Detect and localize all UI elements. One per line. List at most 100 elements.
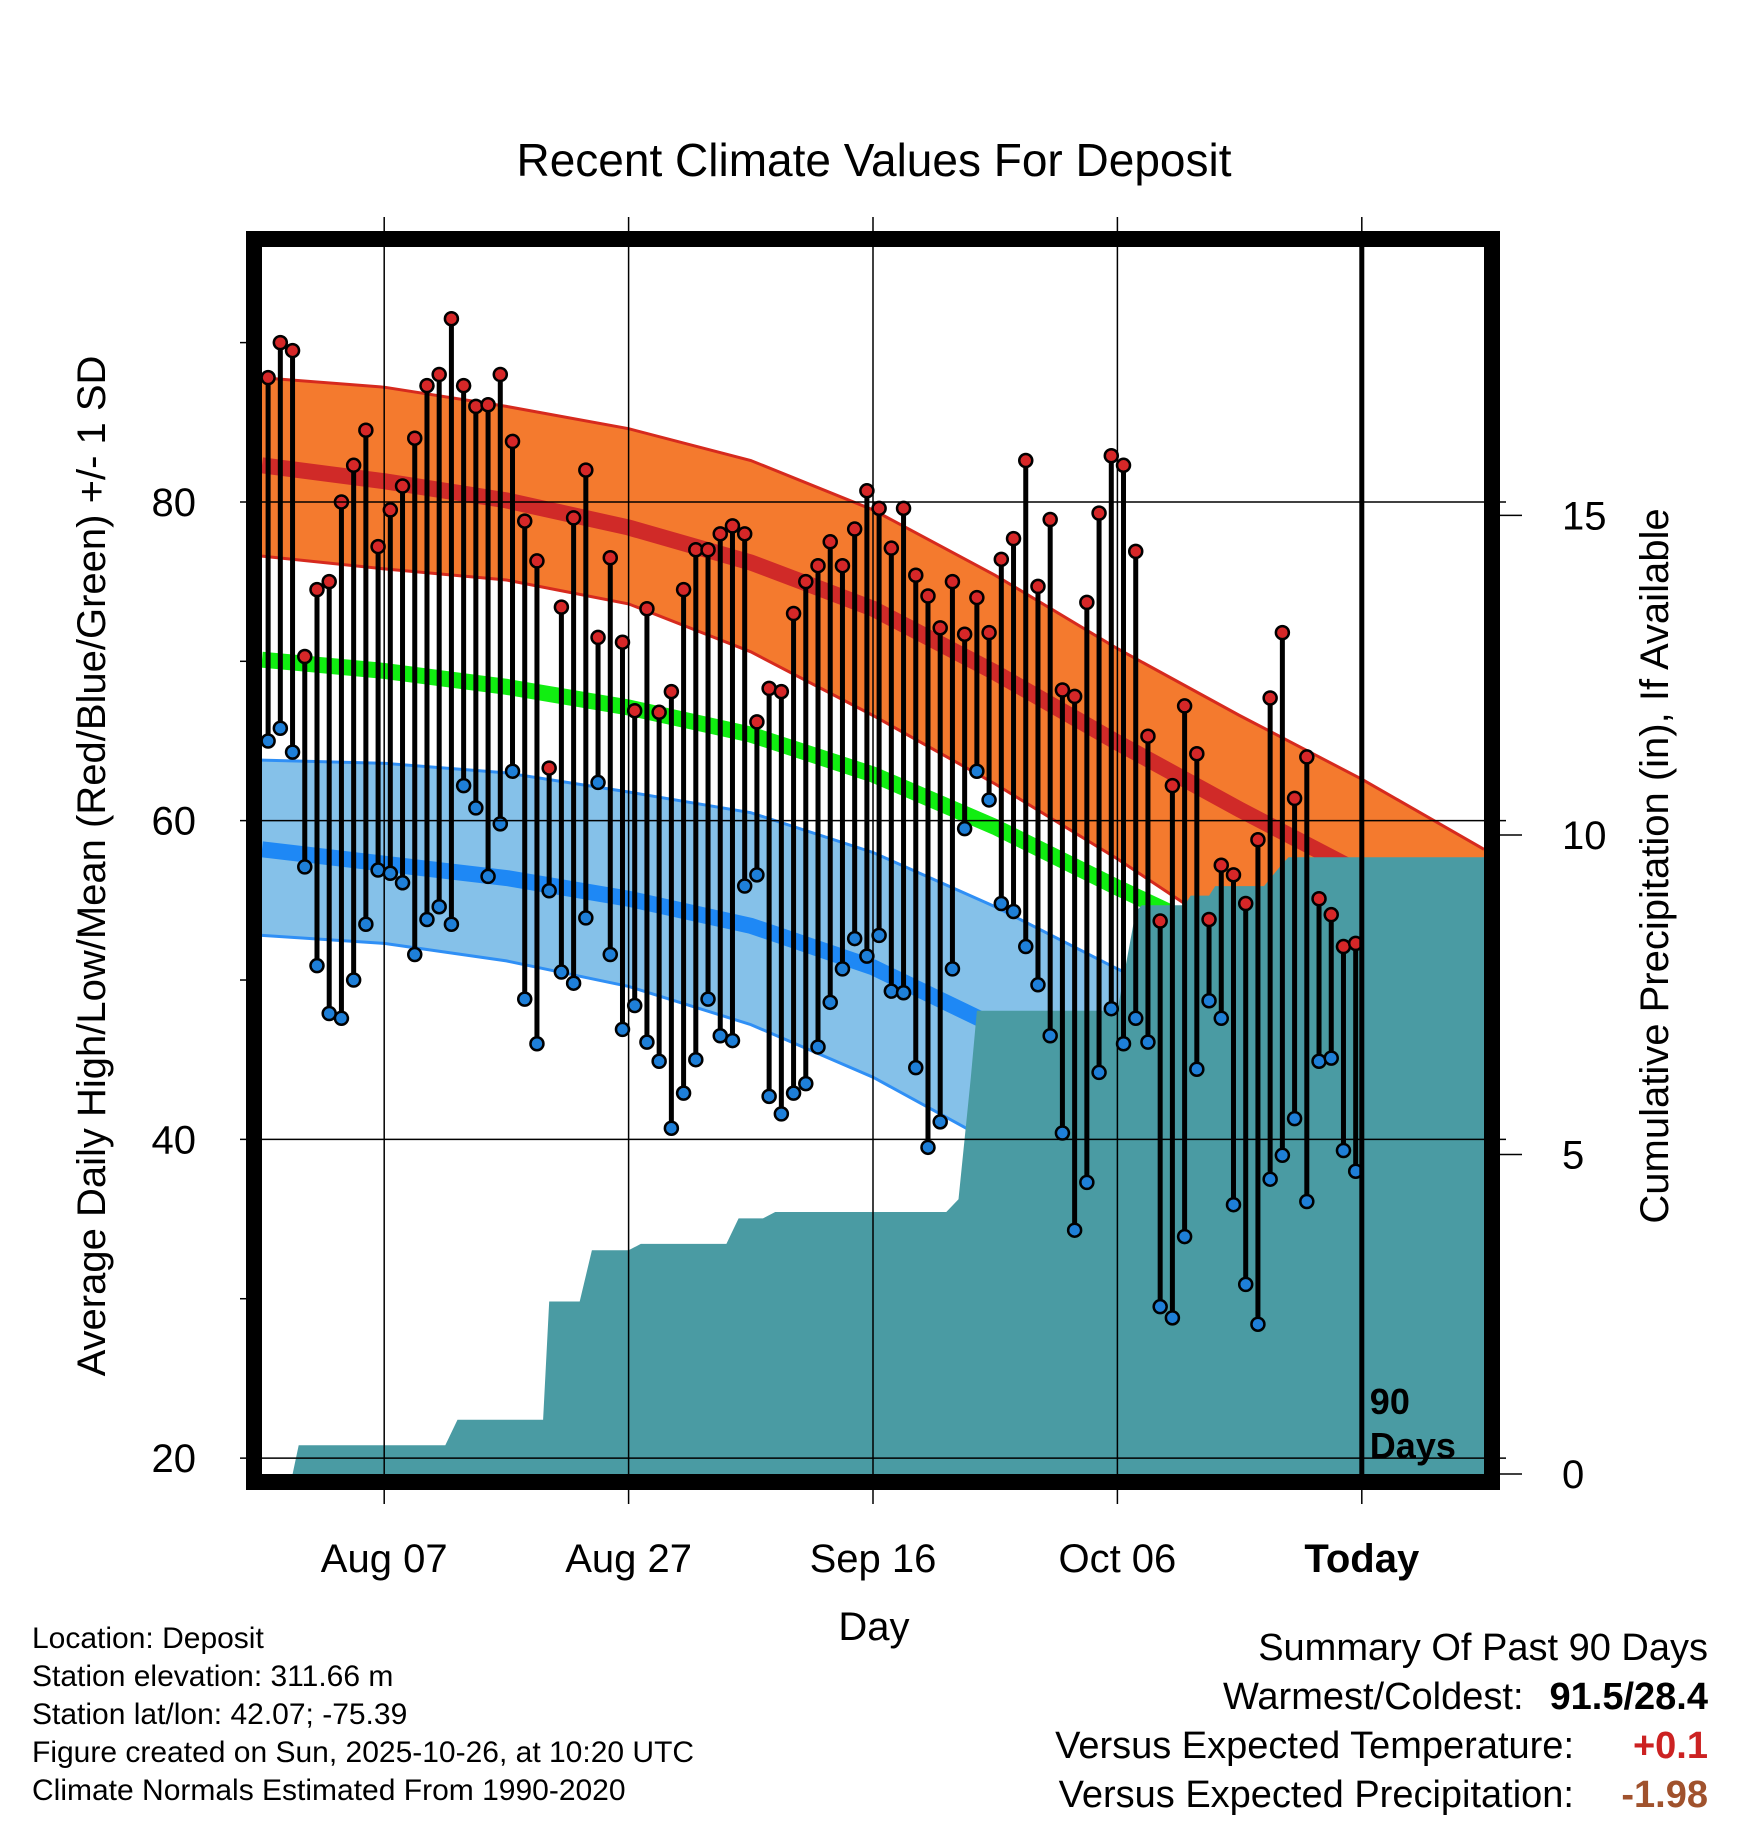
daily-low-point [956, 820, 973, 837]
daily-low-point [1042, 1028, 1058, 1044]
low-sd-band [262, 760, 1484, 1414]
daily-low-point [761, 1088, 777, 1105]
daily-low-point [1140, 1034, 1156, 1050]
daily-low-point [969, 763, 985, 780]
daily-low-point [944, 961, 961, 977]
daily-high-point [272, 334, 289, 351]
daily-high-point [1066, 688, 1083, 705]
daily-high-point [834, 557, 851, 574]
daily-low-point [553, 964, 570, 980]
daily-low-point [358, 916, 374, 932]
daily-high-point [1176, 698, 1193, 714]
daily-high-point [1005, 530, 1022, 547]
daily-high-point [358, 422, 374, 439]
normals-text: Climate Normals Estimated From 1990-2020 [32, 1774, 626, 1807]
daily-low-point [675, 1085, 692, 1101]
daily-high-point [1237, 895, 1254, 912]
daily-high-point [908, 567, 924, 584]
daily-high-point [321, 573, 337, 590]
daily-low-point [1335, 1142, 1352, 1159]
daily-high-point [1030, 578, 1046, 595]
created-text: Figure created on Sun, 2025-10-26, at 10… [32, 1736, 695, 1769]
daily-low-point [895, 985, 912, 1001]
daily-high-point [1042, 511, 1058, 528]
daily-high-point [651, 704, 667, 721]
daily-low-point [700, 991, 716, 1007]
daily-low-point [1018, 938, 1034, 955]
daily-high-point [700, 542, 716, 558]
daily-low-point [370, 862, 386, 878]
plot-frame [246, 231, 1500, 1490]
daily-high-point [590, 629, 606, 646]
y-tick-label: 60 [152, 800, 197, 844]
daily-low-point [1079, 1174, 1095, 1191]
warmest-coldest-label: Warmest/Coldest: [1222, 1676, 1524, 1718]
daily-low-point [981, 792, 997, 808]
today-days-label: Days [1370, 1425, 1456, 1466]
daily-low-point [749, 867, 765, 883]
y-axis-label: Average Daily High/Low/Mean (Red/Blue/Gr… [70, 356, 114, 1377]
precip-anomaly-value: -1.98 [1621, 1774, 1708, 1816]
daily-high-point [614, 634, 631, 650]
y2-axis-label: Cumulative Precipitation (in), If Availa… [1633, 508, 1677, 1223]
chart-title: Recent Climate Values For Deposit [517, 134, 1232, 186]
daily-low-point [773, 1106, 790, 1122]
daily-low-point [626, 997, 643, 1014]
x-tick-label: Sep 16 [810, 1537, 937, 1581]
daily-low-point [724, 1032, 741, 1049]
daily-low-point [272, 720, 289, 736]
daily-low-point [455, 777, 472, 794]
daily-high-point [1213, 857, 1230, 874]
daily-high-point [724, 518, 741, 534]
precip-anomaly-label: Versus Expected Precipitation: [1058, 1774, 1574, 1816]
warmest-coldest-value: 91.5/28.4 [1549, 1676, 1708, 1718]
daily-high-point [455, 377, 472, 394]
y2-tick-label: 5 [1562, 1133, 1584, 1177]
daily-high-point [1250, 832, 1266, 848]
daily-high-point [822, 534, 838, 550]
daily-low-point [345, 972, 362, 988]
daily-high-point [480, 397, 496, 413]
daily-high-point [981, 624, 997, 641]
daily-low-point [394, 875, 411, 891]
daily-low-point [297, 859, 313, 875]
daily-low-point [480, 868, 496, 885]
daily-low-point [431, 898, 447, 915]
daily-high-point [1103, 447, 1120, 464]
precip-anomaly-row: Versus Expected Precipitation: -1.98 [1055, 1771, 1708, 1820]
daily-low-point [639, 1034, 655, 1050]
daily-high-point [1091, 505, 1107, 521]
daily-low-point [516, 991, 533, 1007]
daily-low-point [810, 1039, 826, 1055]
daily-high-point [932, 620, 948, 636]
daily-low-point [932, 1114, 948, 1130]
daily-high-point [883, 540, 900, 556]
daily-high-point [370, 538, 386, 555]
daily-high-point [895, 500, 912, 517]
daily-high-point [1127, 543, 1144, 560]
x-tick-label: Oct 06 [1058, 1537, 1176, 1581]
x-axis-label: Day [838, 1605, 909, 1649]
daily-low-point [1274, 1147, 1291, 1164]
daily-high-point [1274, 624, 1291, 641]
daily-low-point [443, 916, 460, 932]
daily-low-point [1225, 1196, 1242, 1213]
y-tick-label: 20 [152, 1437, 197, 1481]
daily-low-point [1250, 1316, 1266, 1332]
daily-high-point [1311, 890, 1327, 907]
daily-high-point [541, 760, 557, 776]
daily-low-point [993, 895, 1010, 912]
daily-high-point [1189, 745, 1205, 762]
daily-high-point [431, 366, 447, 383]
y2-tick-label: 15 [1562, 494, 1607, 538]
daily-low-point [1091, 1064, 1107, 1081]
daily-high-point [345, 457, 362, 474]
daily-high-point [1323, 906, 1339, 923]
daily-low-point [1103, 1000, 1120, 1017]
daily-low-point [1005, 903, 1022, 920]
daily-low-point [1299, 1193, 1315, 1210]
daily-low-point [1201, 992, 1217, 1009]
latlon-text: Station lat/lon: 42.07; -75.39 [32, 1698, 408, 1731]
daily-high-point [1262, 690, 1278, 706]
daily-high-point [504, 433, 521, 450]
